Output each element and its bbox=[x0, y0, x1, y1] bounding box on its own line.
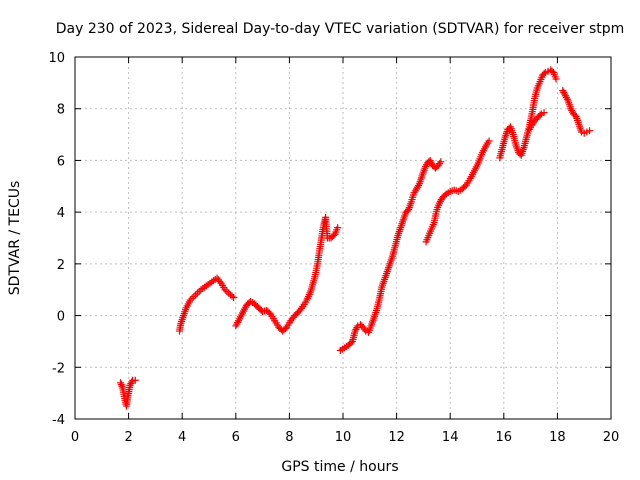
y-tick-label: 0 bbox=[57, 310, 65, 325]
y-axis-label: SDTVAR / TECUs bbox=[7, 181, 23, 296]
data-point bbox=[193, 289, 201, 297]
data-point bbox=[228, 292, 236, 300]
x-tick-label: 16 bbox=[496, 430, 513, 445]
data-point bbox=[485, 137, 493, 145]
data-point bbox=[216, 278, 224, 286]
data-point bbox=[414, 181, 422, 189]
axis-ticks: 0 2 4 6 8 10 12 14 16 18 20 -4 -2 0 2 4 6 8 10 bbox=[48, 51, 619, 445]
x-tick-label: 4 bbox=[178, 430, 186, 445]
data-point bbox=[128, 378, 136, 386]
data-point bbox=[563, 95, 571, 103]
data-point bbox=[223, 287, 231, 295]
data-point bbox=[117, 381, 125, 389]
x-tick-label: 10 bbox=[335, 430, 352, 445]
x-tick-label: 14 bbox=[442, 430, 459, 445]
data-point bbox=[540, 109, 548, 117]
data-point bbox=[234, 318, 242, 326]
x-tick-label: 8 bbox=[285, 430, 293, 445]
data-point bbox=[117, 379, 125, 387]
x-tick-label: 20 bbox=[603, 430, 620, 445]
x-axis-label: GPS time / hours bbox=[281, 459, 398, 475]
data-point bbox=[353, 324, 361, 332]
data-point bbox=[552, 75, 560, 83]
x-tick-label: 6 bbox=[232, 430, 240, 445]
y-tick-label: 2 bbox=[57, 258, 65, 273]
data-point bbox=[586, 127, 594, 135]
y-tick-label: -4 bbox=[52, 413, 65, 428]
data-point bbox=[437, 158, 445, 166]
data-point bbox=[190, 293, 198, 301]
data-point bbox=[436, 197, 444, 205]
y-tick-label: 8 bbox=[57, 103, 65, 118]
x-tick-label: 18 bbox=[549, 430, 566, 445]
data-point bbox=[536, 111, 544, 119]
data-point bbox=[192, 291, 200, 299]
chart-title: Day 230 of 2023, Sidereal Day-to-day VTE… bbox=[56, 21, 625, 37]
data-point bbox=[297, 304, 305, 312]
y-tick-label: 10 bbox=[48, 51, 65, 66]
data-points bbox=[117, 66, 594, 410]
data-point bbox=[334, 224, 342, 232]
data-point bbox=[131, 376, 139, 384]
y-tick-label: -2 bbox=[52, 361, 65, 376]
data-point bbox=[230, 293, 238, 301]
y-tick-label: 6 bbox=[57, 154, 65, 169]
x-tick-label: 0 bbox=[71, 430, 79, 445]
data-point bbox=[118, 382, 126, 390]
data-point bbox=[540, 70, 548, 78]
x-tick-label: 2 bbox=[124, 430, 132, 445]
y-tick-label: 4 bbox=[57, 206, 65, 221]
x-tick-label: 12 bbox=[388, 430, 405, 445]
data-point bbox=[127, 380, 135, 388]
